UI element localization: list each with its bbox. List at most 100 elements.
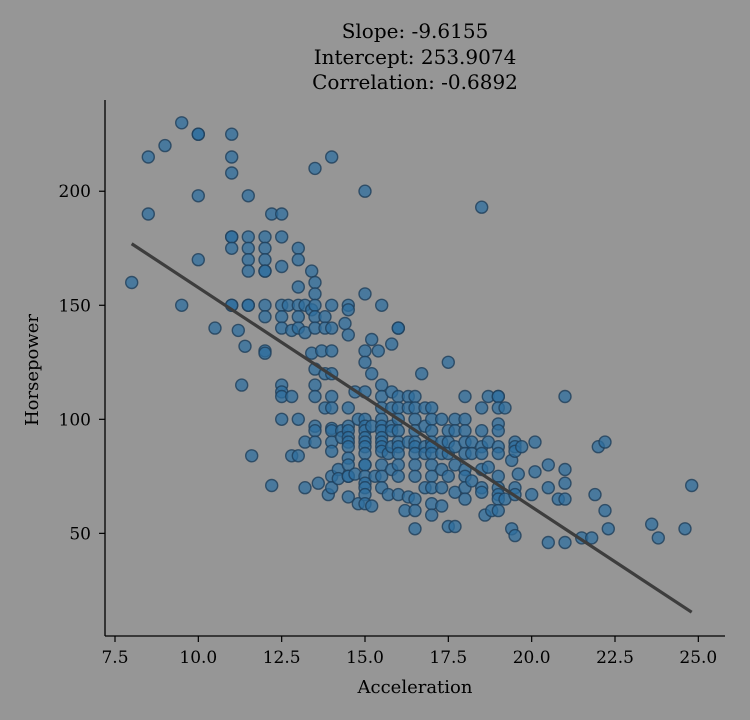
data-point: [241, 241, 256, 256]
data-point: [425, 401, 439, 415]
data-point: [258, 346, 272, 360]
data-point: [241, 189, 256, 203]
data-point: [358, 344, 372, 358]
data-point: [308, 275, 322, 290]
data-point: [491, 503, 505, 518]
data-point: [475, 446, 489, 461]
data-point: [558, 476, 572, 490]
data-point: [475, 401, 489, 415]
data-point: [391, 469, 405, 483]
data-point: [515, 440, 529, 454]
data-point: [365, 332, 379, 347]
data-point: [408, 492, 422, 506]
data-point: [475, 424, 489, 438]
data-point: [241, 264, 256, 278]
data-point: [508, 528, 522, 543]
data-point: [291, 253, 305, 267]
data-point: [241, 230, 256, 244]
data-point: [141, 150, 156, 164]
data-point: [224, 127, 239, 141]
data-point: [325, 481, 339, 495]
data-point: [365, 499, 379, 513]
data-point: [558, 462, 572, 477]
data-point: [224, 150, 239, 164]
x-tick-label: 12.5: [263, 648, 301, 668]
data-point: [174, 298, 189, 312]
data-point: [308, 424, 322, 438]
data-point: [371, 344, 385, 358]
data-point: [341, 440, 355, 454]
data-point: [224, 230, 239, 244]
chart-title-correlation: Correlation: -0.6892: [312, 70, 518, 94]
data-point: [601, 522, 615, 536]
x-tick-label: 20.0: [513, 648, 551, 668]
data-point: [258, 230, 272, 244]
data-point: [174, 116, 189, 130]
data-point: [541, 481, 555, 495]
data-point: [358, 458, 372, 472]
data-point: [325, 298, 339, 312]
data-point: [191, 127, 206, 141]
data-point: [265, 478, 279, 493]
data-point: [588, 487, 602, 502]
data-point: [491, 446, 505, 461]
data-point: [558, 492, 572, 506]
data-point: [298, 481, 312, 495]
data-point: [435, 412, 449, 426]
chart-title-intercept: Intercept: 253.9074: [314, 45, 517, 69]
x-tick-label: 22.5: [596, 648, 634, 668]
data-point: [258, 310, 272, 324]
data-point: [325, 401, 339, 415]
data-point: [341, 328, 355, 342]
data-point: [291, 449, 305, 463]
data-point: [341, 401, 355, 415]
data-point: [435, 499, 449, 513]
data-point: [244, 449, 259, 463]
data-point: [408, 503, 422, 518]
data-point: [481, 460, 495, 474]
x-axis-label: Acceleration: [357, 677, 473, 698]
data-point: [408, 389, 422, 404]
data-point: [685, 478, 699, 493]
data-point: [391, 424, 405, 438]
data-point: [308, 161, 322, 176]
x-tick-label: 17.5: [429, 648, 467, 668]
data-point: [325, 344, 339, 358]
y-tick-label: 200: [59, 182, 91, 202]
x-axis-ticks: 7.5 10.0 12.5 15.0 17.5 20.0 22.5 25.0: [101, 636, 717, 668]
data-point: [511, 467, 525, 481]
data-point: [325, 444, 339, 458]
data-point: [305, 264, 319, 278]
data-point: [341, 490, 355, 504]
data-point: [465, 474, 479, 488]
y-tick-label: 100: [59, 410, 91, 430]
data-point: [598, 503, 612, 518]
data-point: [308, 287, 322, 301]
data-point: [231, 323, 246, 338]
data-point: [325, 389, 339, 404]
x-tick-label: 25.0: [679, 648, 717, 668]
data-point: [525, 487, 539, 502]
data-point: [291, 280, 305, 294]
data-point: [338, 316, 352, 331]
data-point: [491, 389, 505, 404]
data-point: [458, 424, 472, 438]
data-point: [441, 469, 455, 483]
data-point: [541, 458, 555, 472]
data-point: [308, 298, 322, 312]
data-point: [458, 389, 472, 404]
data-point: [498, 401, 512, 415]
data-point: [191, 253, 206, 267]
data-point: [158, 138, 172, 153]
data-point: [238, 339, 252, 353]
data-point: [528, 465, 542, 479]
data-point: [318, 310, 332, 324]
data-point: [358, 184, 372, 198]
y-axis-ticks: 50 100 150 200: [59, 182, 105, 544]
data-point: [258, 241, 272, 256]
data-point: [558, 389, 572, 404]
data-point: [458, 412, 472, 426]
data-point: [191, 189, 206, 203]
data-point: [458, 492, 472, 506]
scatter-points: [124, 116, 699, 550]
